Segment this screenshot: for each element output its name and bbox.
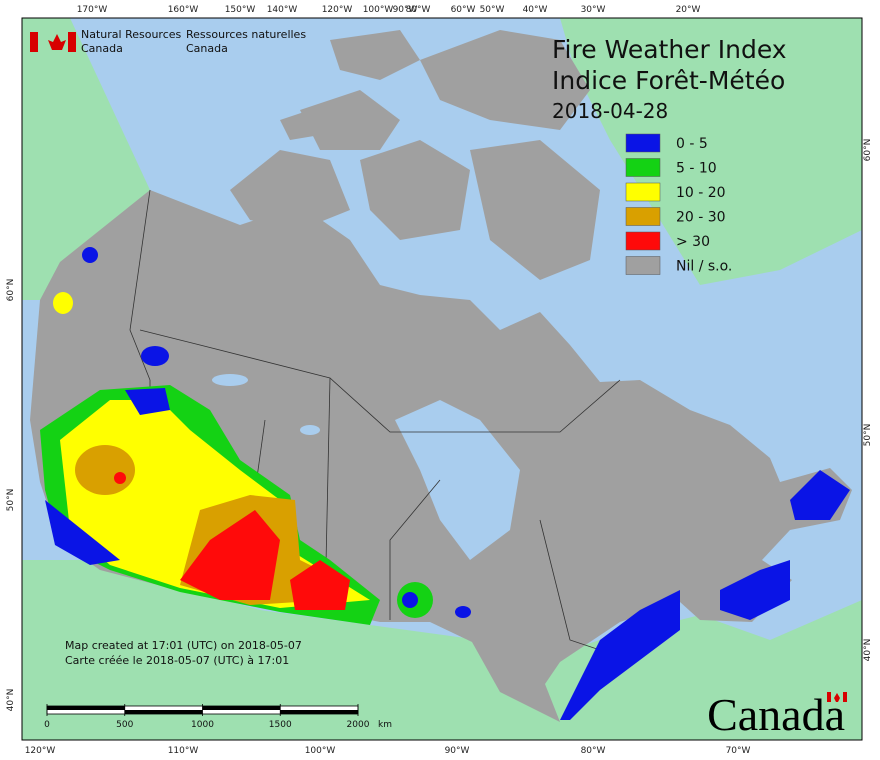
- agency-en: Natural Resources: [81, 28, 182, 41]
- agency-fr: Canada: [186, 42, 228, 55]
- lat-label: 50°N: [863, 424, 873, 447]
- legend: 0 - 5 5 - 10 10 - 20 20 - 30 > 30 Nil / s.o.: [625, 133, 732, 275]
- flag-bar: [827, 692, 831, 702]
- lon-label: 120°W: [25, 746, 56, 756]
- lake: [300, 425, 320, 435]
- lon-label: 150°W: [225, 5, 256, 15]
- scale-label: 500: [116, 720, 133, 730]
- date: 2018-04-28: [552, 99, 668, 123]
- scale-label: 2000: [347, 720, 370, 730]
- flag-leaf: [834, 693, 840, 702]
- legend-swatch: [625, 207, 661, 226]
- lon-label: 90°W: [393, 5, 418, 15]
- legend-label: 0 - 5: [676, 136, 708, 152]
- flag-leaf: [48, 34, 66, 50]
- lon-label: 20°W: [676, 5, 701, 15]
- flag-bar: [843, 692, 847, 702]
- title: Indice Forêt-Météo: [552, 66, 785, 95]
- legend-label: 20 - 30: [676, 210, 726, 226]
- lon-label: 40°W: [523, 5, 548, 15]
- lat-label: 40°N: [6, 689, 16, 712]
- lon-label: 70°W: [726, 746, 751, 756]
- title: Fire Weather Index: [552, 35, 787, 64]
- lon-label: 100°W: [305, 746, 336, 756]
- flag-bar: [30, 32, 38, 52]
- lon-label: 160°W: [168, 5, 199, 15]
- legend-label: Nil / s.o.: [676, 259, 732, 275]
- wordmark: Canada: [707, 689, 845, 740]
- arctic-islands: [230, 30, 600, 280]
- legend-swatch: [625, 231, 661, 251]
- legend-swatch: [625, 133, 661, 153]
- scale-bar: 0 500 1000 1500 2000 km: [44, 704, 392, 730]
- lon-label: 80°W: [581, 746, 606, 756]
- scale-unit: km: [378, 720, 392, 730]
- scale-segment: [280, 710, 358, 714]
- scale-segment: [124, 710, 203, 714]
- fwi-patches: [40, 247, 850, 720]
- lon-label: 110°W: [168, 746, 199, 756]
- lon-label: 60°W: [451, 5, 476, 15]
- scale-label: 1000: [191, 720, 214, 730]
- agency-en: Canada: [81, 42, 123, 55]
- agency-fr: Ressources naturelles: [186, 28, 306, 41]
- lon-label: 120°W: [322, 5, 353, 15]
- scale-label: 1500: [269, 720, 292, 730]
- footer: Map created at 17:01 (UTC) on 2018-05-07: [65, 639, 302, 652]
- alaska: [22, 18, 150, 300]
- usa: [22, 560, 862, 740]
- lon-label: 170°W: [77, 5, 108, 15]
- frame: [21, 17, 863, 741]
- lon-label: 140°W: [267, 5, 298, 15]
- lat-label: 50°N: [6, 489, 16, 512]
- lat-label: 60°N: [6, 279, 16, 302]
- lon-label: 30°W: [581, 5, 606, 15]
- legend-label: > 30: [676, 234, 710, 250]
- flag-bar: [68, 32, 76, 52]
- legend-swatch: [625, 182, 661, 202]
- lon-label: 100°W: [363, 5, 394, 15]
- lat-label: 60°N: [863, 139, 873, 162]
- lake: [212, 374, 248, 386]
- legend-label: 10 - 20: [676, 185, 726, 201]
- lon-label: 90°W: [445, 746, 470, 756]
- scale-segment: [202, 706, 281, 710]
- greenland: [560, 18, 862, 285]
- legend-swatch: [625, 256, 661, 275]
- lon-label: 80°W: [406, 5, 431, 15]
- scale-label: 0: [44, 720, 50, 730]
- lon-label: 50°W: [480, 5, 505, 15]
- scale-segment: [47, 706, 125, 710]
- footer: Carte créée le 2018-05-07 (UTC) à 17:01: [65, 654, 289, 667]
- legend-swatch: [625, 158, 661, 177]
- hudson-bay: [395, 400, 520, 560]
- lat-label: 40°N: [863, 639, 873, 662]
- legend-label: 5 - 10: [676, 161, 717, 177]
